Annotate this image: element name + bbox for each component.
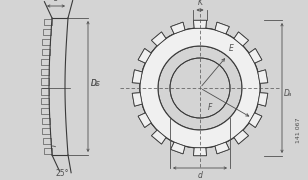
Polygon shape [152,32,166,46]
Text: K: K [197,0,202,7]
Polygon shape [215,142,229,154]
Polygon shape [171,22,185,34]
Polygon shape [215,22,229,34]
Polygon shape [132,93,142,106]
Polygon shape [215,142,229,154]
Circle shape [140,28,260,148]
Polygon shape [258,70,268,83]
Polygon shape [249,113,262,127]
Text: D: D [284,89,290,98]
Polygon shape [249,49,262,63]
Polygon shape [258,93,268,106]
Polygon shape [138,113,151,127]
Polygon shape [152,130,166,144]
Polygon shape [132,70,142,83]
Text: D: D [91,78,97,87]
Polygon shape [132,93,142,106]
Circle shape [158,46,242,130]
Text: 25°: 25° [56,169,70,178]
Polygon shape [249,49,262,63]
Text: Ds: Ds [91,78,101,87]
Polygon shape [138,113,151,127]
Polygon shape [258,70,268,83]
Polygon shape [234,130,249,144]
Polygon shape [171,142,185,154]
Text: d: d [197,171,202,180]
Polygon shape [258,93,268,106]
Polygon shape [234,130,249,144]
Polygon shape [132,70,142,83]
Polygon shape [171,142,185,154]
Polygon shape [193,148,207,156]
Polygon shape [140,28,260,148]
Text: 141 067: 141 067 [297,117,302,143]
Polygon shape [138,49,151,63]
Polygon shape [152,130,166,144]
Polygon shape [234,32,249,46]
Text: s: s [95,82,98,87]
Text: a: a [288,92,291,97]
Text: E: E [229,44,234,53]
Polygon shape [193,20,207,28]
Text: s: s [54,0,58,3]
Polygon shape [193,20,207,28]
Polygon shape [215,22,229,34]
Polygon shape [171,22,185,34]
Polygon shape [193,148,207,156]
Polygon shape [152,32,166,46]
Text: F: F [208,103,213,112]
Polygon shape [249,113,262,127]
Polygon shape [234,32,249,46]
Polygon shape [138,49,151,63]
